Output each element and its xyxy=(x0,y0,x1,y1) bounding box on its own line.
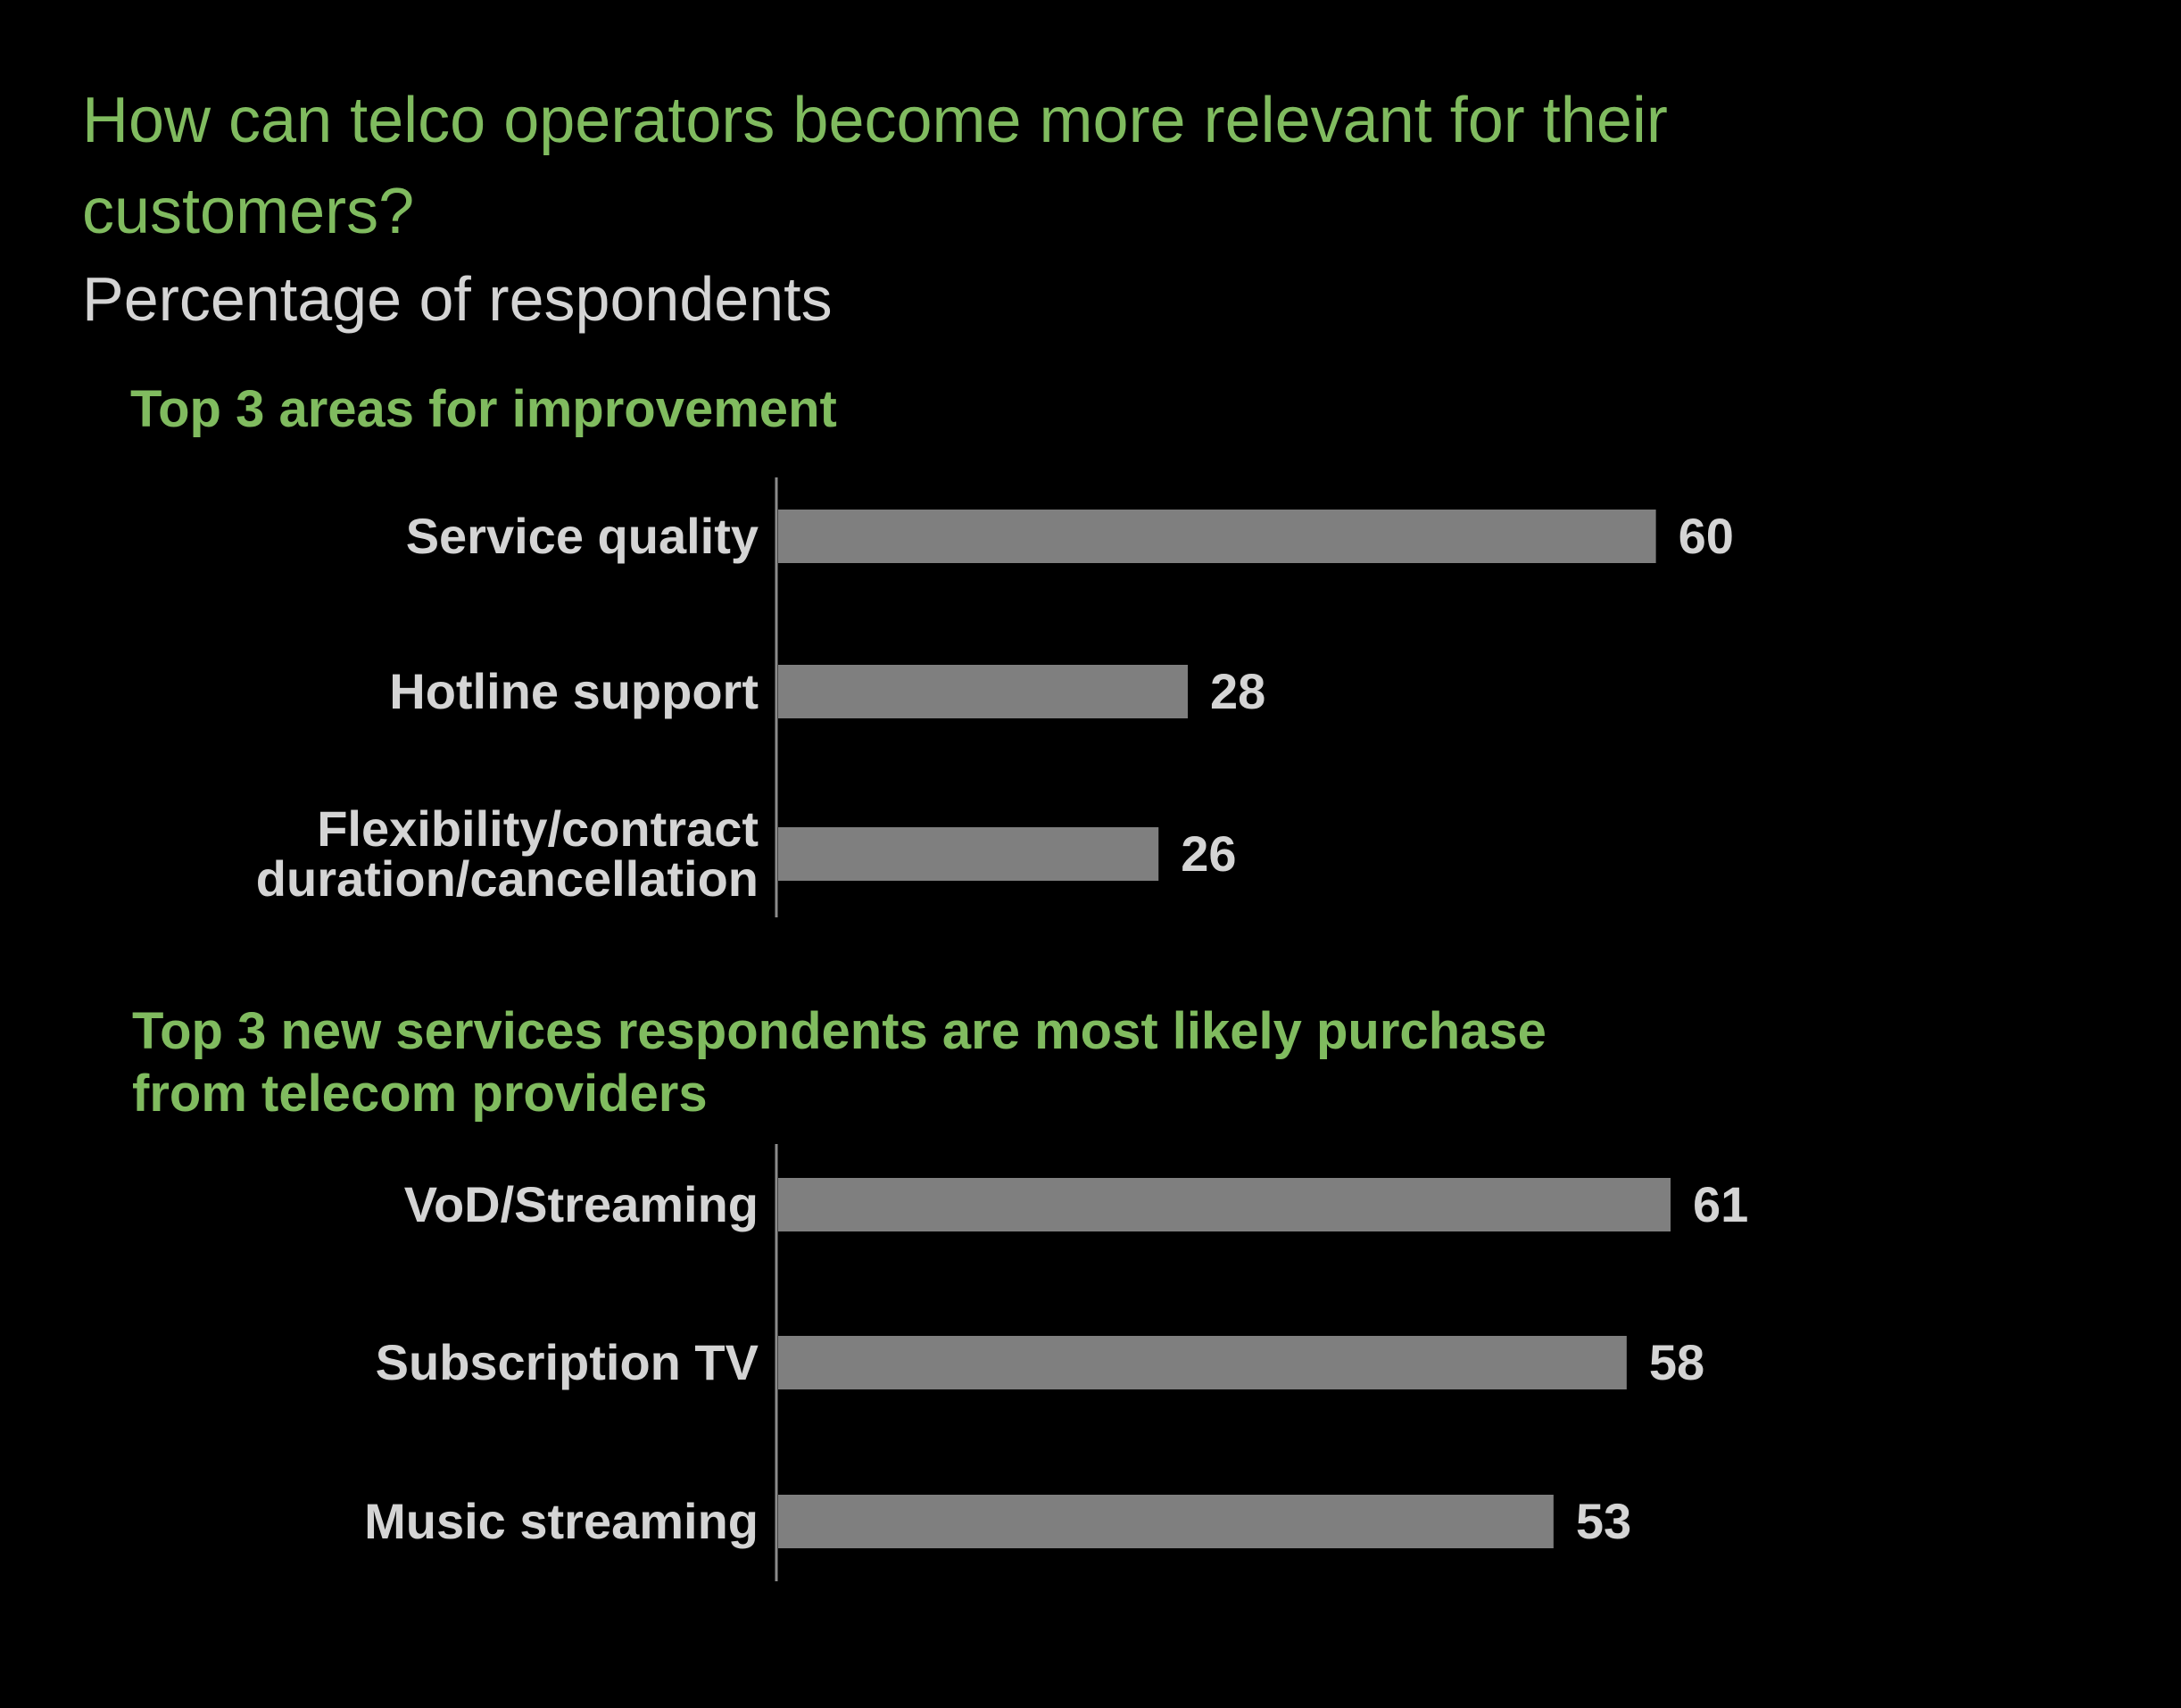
chart-subtitle: Percentage of respondents xyxy=(82,264,833,334)
bar xyxy=(778,510,1656,563)
category-label: Flexibility/contract duration/cancellatio… xyxy=(256,800,759,907)
category-label: VoD/Streaming xyxy=(404,1176,759,1232)
value-label: 58 xyxy=(1649,1334,1704,1390)
chart-title: How can telco operators become more rele… xyxy=(82,85,1668,247)
bar xyxy=(778,1178,1671,1231)
value-label: 26 xyxy=(1181,825,1236,882)
category-label: Hotline support xyxy=(389,663,759,719)
panel-title: Top 3 new services respondents are most … xyxy=(132,1002,1547,1123)
value-label: 61 xyxy=(1693,1176,1748,1232)
bar xyxy=(778,1495,1554,1548)
category-label: Subscription TV xyxy=(376,1334,759,1390)
bar xyxy=(778,1336,1627,1389)
bar xyxy=(778,665,1189,718)
value-label: 60 xyxy=(1679,508,1734,564)
bar xyxy=(778,827,1159,881)
category-label: Music streaming xyxy=(364,1493,759,1549)
category-label: Service quality xyxy=(406,508,759,564)
value-label: 28 xyxy=(1210,663,1265,719)
chart-panel-1: Top 3 areas for improvement Service quali… xyxy=(130,380,1734,917)
value-label: 53 xyxy=(1576,1493,1631,1549)
panel-title: Top 3 areas for improvement xyxy=(130,380,837,438)
chart-panel-2: Top 3 new services respondents are most … xyxy=(132,1002,1748,1581)
